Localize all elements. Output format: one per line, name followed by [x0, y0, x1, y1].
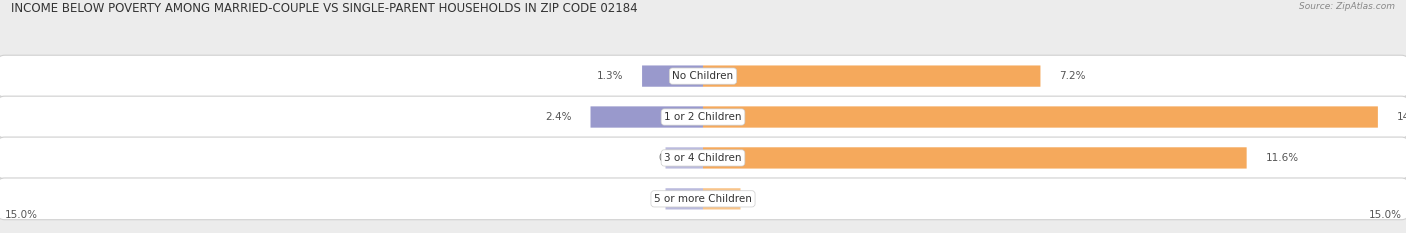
- Text: 2.4%: 2.4%: [546, 112, 572, 122]
- Text: 15.0%: 15.0%: [4, 210, 38, 220]
- FancyBboxPatch shape: [703, 188, 741, 209]
- FancyBboxPatch shape: [0, 178, 1406, 220]
- Text: 0.0%: 0.0%: [658, 194, 685, 204]
- Text: 11.6%: 11.6%: [1265, 153, 1299, 163]
- FancyBboxPatch shape: [0, 137, 1406, 179]
- FancyBboxPatch shape: [703, 106, 1378, 128]
- FancyBboxPatch shape: [665, 147, 703, 168]
- FancyBboxPatch shape: [643, 65, 703, 87]
- FancyBboxPatch shape: [0, 96, 1406, 138]
- Text: 0.0%: 0.0%: [721, 194, 748, 204]
- FancyBboxPatch shape: [703, 65, 1040, 87]
- Text: 1.3%: 1.3%: [596, 71, 623, 81]
- FancyBboxPatch shape: [591, 106, 703, 128]
- Text: Source: ZipAtlas.com: Source: ZipAtlas.com: [1299, 2, 1395, 11]
- FancyBboxPatch shape: [0, 55, 1406, 97]
- Text: 14.4%: 14.4%: [1396, 112, 1406, 122]
- FancyBboxPatch shape: [703, 147, 1247, 168]
- Text: No Children: No Children: [672, 71, 734, 81]
- Text: 7.2%: 7.2%: [1059, 71, 1085, 81]
- Text: 5 or more Children: 5 or more Children: [654, 194, 752, 204]
- Text: 0.0%: 0.0%: [658, 153, 685, 163]
- Text: INCOME BELOW POVERTY AMONG MARRIED-COUPLE VS SINGLE-PARENT HOUSEHOLDS IN ZIP COD: INCOME BELOW POVERTY AMONG MARRIED-COUPL…: [11, 2, 638, 15]
- FancyBboxPatch shape: [665, 188, 703, 209]
- Text: 3 or 4 Children: 3 or 4 Children: [664, 153, 742, 163]
- Text: 15.0%: 15.0%: [1368, 210, 1402, 220]
- Text: 1 or 2 Children: 1 or 2 Children: [664, 112, 742, 122]
